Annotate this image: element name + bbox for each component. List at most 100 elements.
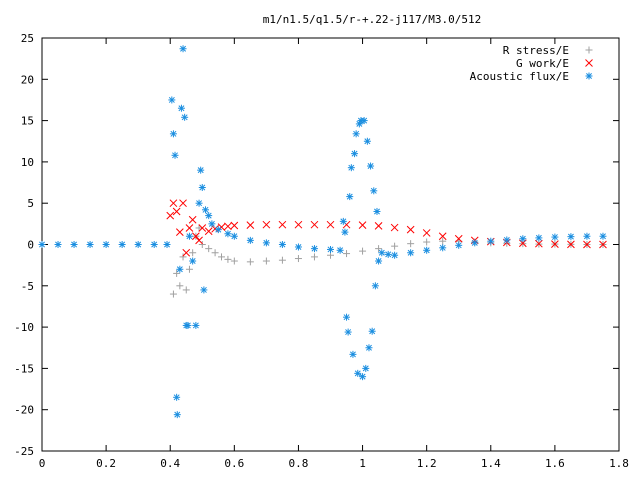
data-point [327,245,334,253]
data-point [423,238,431,246]
data-point [599,232,607,240]
data-point [439,244,447,252]
data-point [374,222,383,230]
data-point [181,113,189,121]
data-point [599,240,607,249]
data-point [198,241,206,248]
data-point [102,241,110,248]
data-point [208,220,216,228]
data-point [70,241,78,248]
data-point [583,232,591,240]
y-tick-label: 10 [21,156,34,169]
data-point [172,207,181,216]
data-point [230,257,238,265]
data-point [378,249,386,257]
data-point [230,221,239,230]
data-point [262,257,270,265]
data-point [391,242,399,250]
data-point [384,250,392,258]
data-point [173,393,181,401]
x-tick-label: 1.2 [417,457,437,470]
data-point [422,229,431,237]
data-point [173,269,181,277]
data-point [185,232,193,240]
data-point [179,199,187,208]
data-point [358,221,367,229]
y-tick-label: 0 [27,239,34,252]
data-point [583,240,591,249]
x-tick-label: 0.4 [160,457,180,470]
data-point [54,241,62,248]
y-tick-label: -10 [14,321,34,334]
data-point [179,45,187,53]
data-point [184,321,192,329]
data-point [359,373,367,381]
data-point [224,230,232,238]
data-point [368,327,376,335]
data-point [438,232,447,241]
data-point [354,369,362,377]
data-point [197,166,205,174]
data-point [175,228,184,236]
data-point [198,224,207,232]
data-point [390,223,399,232]
data-point [185,265,193,273]
data-point [341,228,349,236]
data-point [310,253,318,261]
data-point [278,220,287,229]
data-point [176,265,184,273]
data-point [391,251,399,259]
data-point [551,233,559,241]
data-point [195,236,203,245]
data-point [169,130,177,138]
data-point [471,239,479,247]
axis-ticks: 0 0.2 0.4 0.6 0.8 1 1.2 1.4 1.6 1.8 -25 -20 -15 -10 -5… [14,32,629,470]
data-point [198,184,206,192]
data-point [362,364,370,372]
data-point [406,225,415,234]
x-tick-label: 1 [359,457,366,470]
x-tick-label: 0.2 [96,457,116,470]
data-point [336,246,344,254]
data-point [351,150,359,158]
data-point [189,249,197,257]
x-tick-label: 1.6 [545,457,565,470]
data-point [375,245,383,253]
data-point [487,237,495,245]
data-point [163,241,171,248]
data-point [201,206,209,214]
data-point [205,212,213,220]
data-point [224,222,232,231]
chart-title: m1/n1.5/q1.5/r-+.22-j117/M3.0/512 [263,13,482,26]
legend-marker [585,72,593,80]
legend-label: R stress/E [503,44,569,57]
data-point [246,258,254,266]
data-point [439,237,447,245]
data-point [343,313,351,321]
y-tick-label: 25 [21,32,34,45]
data-point [246,236,254,244]
data-point [171,151,179,159]
data-point [179,253,187,261]
data-point [204,227,213,236]
data-point [224,255,232,263]
data-point [192,321,200,329]
data-point [503,236,511,244]
data-point [375,257,383,265]
data-point [567,233,575,241]
series-3 [38,45,607,419]
y-tick-label: -5 [21,280,34,293]
data-point [349,350,357,358]
data-point [200,286,208,294]
data-point [294,255,302,263]
legend-marker [585,46,593,54]
data-point [211,249,219,257]
data-point [367,162,375,170]
data-point [519,235,527,243]
data-point [188,215,197,224]
data-point [363,137,371,145]
data-point [214,226,222,234]
x-tick-label: 0.8 [289,457,309,470]
